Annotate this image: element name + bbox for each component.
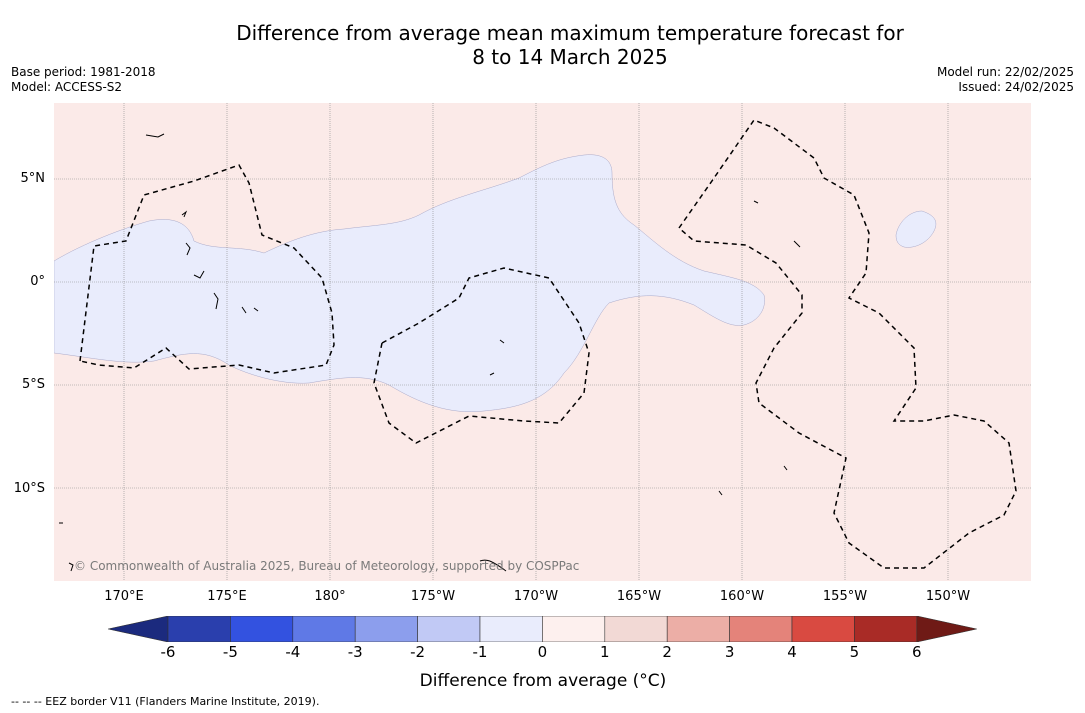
colorbar [108, 616, 977, 642]
colorbar-tick-label: -3 [347, 643, 363, 661]
colorbar-tick-label: 2 [662, 643, 672, 661]
lat-label-5s: 5°S [21, 377, 45, 392]
colorbar-cell [354, 616, 418, 642]
colorbar-tick-label: -1 [472, 643, 488, 661]
colorbar-tick-label: -5 [222, 643, 238, 661]
lon-label-180: 180° [314, 589, 346, 604]
colorbar-cell [230, 616, 294, 642]
eez-borders [79, 119, 1017, 569]
lon-label-175w: 175°W [410, 589, 456, 604]
lon-label-160w: 160°W [719, 589, 765, 604]
chart-title: Difference from average mean maximum tem… [0, 21, 1085, 69]
colorbar-tick-label: 6 [912, 643, 922, 661]
issued-date: Issued: 24/02/2025 [958, 80, 1074, 94]
colorbar-cell [729, 616, 793, 642]
lon-label-165w: 165°W [616, 589, 662, 604]
eez-line-islands [677, 119, 1017, 569]
grid-lines [54, 103, 1031, 581]
eez-phoenix [373, 267, 590, 444]
lat-label-0: 0° [30, 274, 45, 289]
copyright-notice: © Commonwealth of Australia 2025, Bureau… [74, 559, 580, 573]
cool-anomaly-region [54, 154, 765, 412]
meta-right: Model run: 22/02/2025 Issued: 24/02/2025 [937, 65, 1074, 95]
colorbar-tick-label: 5 [849, 643, 860, 661]
colorbar-cell [167, 616, 231, 642]
colorbar-cell [542, 616, 606, 642]
colorbar-tick-label: -6 [160, 643, 176, 661]
colorbar-cell [854, 616, 918, 642]
colorbar-label: Difference from average (°C) [419, 671, 667, 691]
colorbar-cell [417, 616, 481, 642]
colorbar-tick-label: 4 [787, 643, 797, 661]
colorbar-cell [791, 616, 855, 642]
lon-label-170e: 170°E [104, 589, 144, 604]
colorbar-cell [479, 616, 543, 642]
model-name: Model: ACCESS-S2 [11, 80, 123, 94]
lon-label-170w: 170°W [513, 589, 559, 604]
lon-label-175e: 175°E [207, 589, 247, 604]
lon-label-155w: 155°W [822, 589, 868, 604]
lat-label-10s: 10°S [13, 481, 45, 496]
colorbar-tick-label: 0 [537, 643, 548, 661]
colorbar-extension-high [916, 616, 977, 642]
meta-left: Base period: 1981-2018 Model: ACCESS-S2 [11, 65, 156, 95]
lon-label-150w: 150°W [925, 589, 971, 604]
colorbar-tick-label: -4 [285, 643, 301, 661]
colorbar-tick-label: 3 [724, 643, 735, 661]
colorbar-cells [108, 616, 977, 642]
cool-anomaly-islet [895, 210, 937, 248]
title-line-2: 8 to 14 March 2025 [472, 45, 668, 69]
colorbar-extension-low [108, 616, 169, 642]
colorbar-cell [604, 616, 668, 642]
colorbar-cell [292, 616, 356, 642]
map-panel[interactable]: © Commonwealth of Australia 2025, Bureau… [54, 103, 1031, 581]
title-line-1: Difference from average mean maximum tem… [236, 21, 904, 45]
lat-label-5n: 5°N [20, 171, 46, 186]
eez-footnote: -- -- -- EEZ border V11 (Flanders Marine… [11, 695, 320, 708]
islands [59, 133, 801, 572]
colorbar-cell [666, 616, 730, 642]
model-run: Model run: 22/02/2025 [936, 65, 1074, 79]
map-svg [54, 103, 1031, 581]
colorbar-tick-label: 1 [600, 643, 610, 661]
base-period: Base period: 1981-2018 [11, 65, 156, 79]
colorbar-tick-label: -2 [410, 643, 426, 661]
